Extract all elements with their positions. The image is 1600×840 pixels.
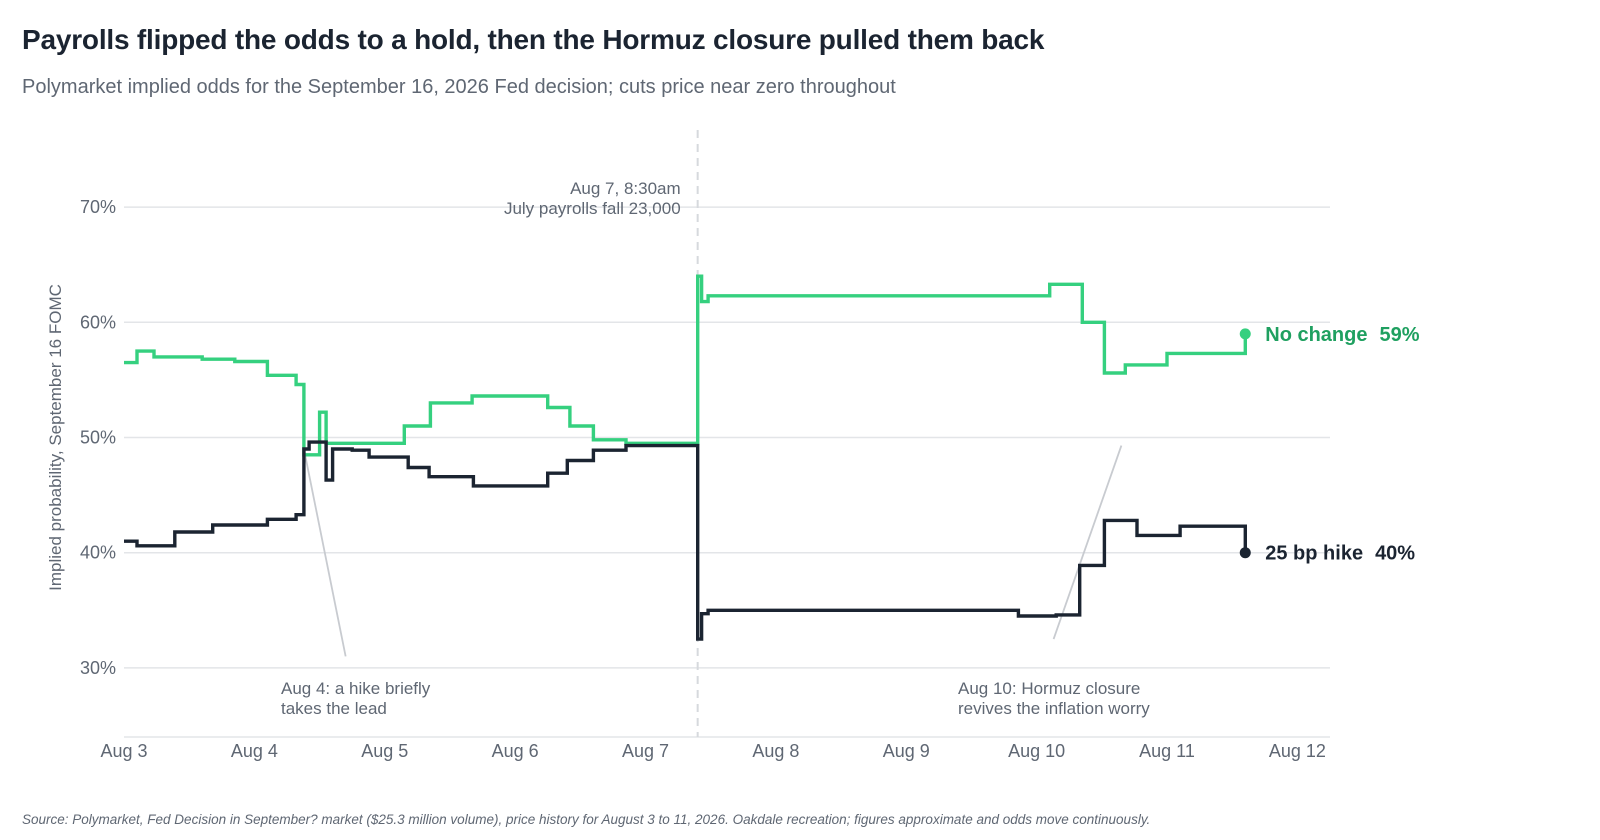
event-marker-label: July payrolls fall 23,000 bbox=[504, 199, 681, 218]
series-lines bbox=[124, 274, 1247, 641]
annotation-label: takes the lead bbox=[281, 699, 387, 718]
series-end-value: 59% bbox=[1380, 324, 1420, 346]
x-tick-label: Aug 11 bbox=[1139, 741, 1195, 761]
annotation-leader bbox=[303, 448, 347, 657]
series-name: No change bbox=[1265, 324, 1367, 346]
y-tick-label: 70% bbox=[80, 197, 116, 217]
x-tick-label: Aug 6 bbox=[492, 741, 539, 761]
chart-title: Payrolls flipped the odds to a hold, the… bbox=[22, 24, 1045, 55]
annotation-leader bbox=[1052, 445, 1123, 640]
event-marker-label: Aug 7, 8:30am bbox=[570, 179, 681, 198]
no-change-end-dot bbox=[1239, 328, 1251, 340]
series-name: 25 bp hike bbox=[1265, 543, 1363, 565]
source-note: Source: Polymarket, Fed Decision in Sept… bbox=[22, 812, 1151, 827]
y-axis-title: Implied probability, September 16 FOMC bbox=[46, 284, 65, 591]
annotation-label: revives the inflation worry bbox=[958, 699, 1150, 718]
series-end-value: 40% bbox=[1375, 543, 1415, 565]
hike-end-dot bbox=[1239, 547, 1251, 559]
hike-end-label: 25 bp hike 40% bbox=[1265, 543, 1415, 565]
x-tick-label: Aug 3 bbox=[100, 741, 147, 761]
y-tick-label: 40% bbox=[80, 543, 116, 563]
annotation-label: Aug 4: a hike briefly bbox=[281, 679, 431, 698]
x-tick-label: Aug 12 bbox=[1269, 741, 1326, 761]
x-tick-label: Aug 5 bbox=[361, 741, 408, 761]
no-change-series-line bbox=[124, 274, 1247, 457]
y-tick-label: 60% bbox=[80, 312, 116, 332]
axes: 30% 40% 50% 60% 70% Aug 3 Aug 4 Aug 5 Aug 6 Aug 7… bbox=[46, 197, 1330, 761]
no-change-end-label: No change 59% bbox=[1265, 324, 1419, 346]
x-tick-label: Aug 9 bbox=[883, 741, 930, 761]
x-tick-label: Aug 10 bbox=[1008, 741, 1065, 761]
x-tick-label: Aug 8 bbox=[752, 741, 799, 761]
annotation-label: Aug 10: Hormuz closure bbox=[958, 679, 1140, 698]
y-tick-label: 30% bbox=[80, 658, 116, 678]
end-labels: No change 59% 25 bp hike 40% bbox=[1239, 324, 1420, 565]
hike-series-line bbox=[124, 440, 1247, 641]
y-tick-label: 50% bbox=[80, 428, 116, 448]
chart-subtitle: Polymarket implied odds for the Septembe… bbox=[22, 76, 896, 98]
x-tick-label: Aug 7 bbox=[622, 741, 669, 761]
x-tick-label: Aug 4 bbox=[231, 741, 278, 761]
